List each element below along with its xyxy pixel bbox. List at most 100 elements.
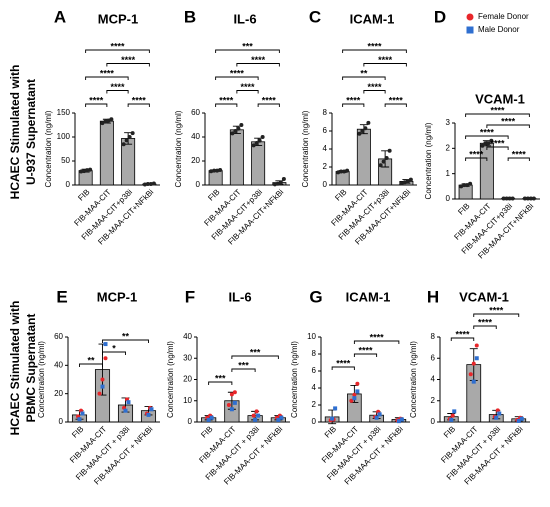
x-tick-label: FIB <box>76 188 91 203</box>
data-point <box>103 342 108 347</box>
significance-bracket <box>353 353 378 357</box>
significance-label: **** <box>469 149 484 159</box>
significance-bracket <box>507 157 530 161</box>
significance-label: ** <box>87 355 95 365</box>
data-point <box>374 415 379 420</box>
significance-label: **** <box>251 55 266 65</box>
y-tick-label: 0 <box>431 417 436 426</box>
y-tick-label: 0 <box>196 180 201 189</box>
significance-label: **** <box>358 345 373 355</box>
data-point <box>366 120 371 125</box>
data-point <box>489 138 494 143</box>
y-tick-label: 2 <box>323 162 328 171</box>
significance-label: *** <box>242 41 253 51</box>
significance-label: **** <box>219 95 234 105</box>
row-label-line: U-937 Supernatant <box>24 79 38 185</box>
data-point <box>504 196 509 201</box>
significance-bracket <box>473 325 497 329</box>
y-axis-label: Concentration (ng/ml) <box>166 341 175 418</box>
data-point <box>408 177 413 182</box>
data-point <box>471 361 476 366</box>
y-axis-label: Concentration (ng/ml) <box>44 110 53 187</box>
row-label-line: PBMC Supernatant <box>24 314 38 423</box>
panel-title: VCAM-1 <box>459 289 509 304</box>
data-point <box>209 169 214 174</box>
significance-bracket <box>85 103 108 107</box>
data-point <box>257 138 262 143</box>
data-point <box>387 148 392 153</box>
significance-bracket <box>353 340 400 344</box>
panel-letter: B <box>184 7 196 26</box>
significance-bracket <box>473 313 520 317</box>
y-axis-label: Concentration (ng/ml) <box>409 341 418 418</box>
data-point <box>209 415 214 420</box>
legend: Female Donor Male Donor <box>466 12 529 34</box>
significance-bracket <box>465 157 488 161</box>
data-point <box>278 180 283 185</box>
y-tick-label: 4 <box>431 375 436 384</box>
data-point <box>253 417 258 422</box>
y-tick-label: 60 <box>54 332 63 341</box>
data-point <box>342 169 347 174</box>
significance-bracket <box>486 146 509 150</box>
row-label-line: HCAEC Stimulated with <box>8 301 22 436</box>
significance-label: **** <box>110 41 125 51</box>
significance-bracket <box>342 49 407 53</box>
data-point <box>497 411 502 416</box>
y-tick-label: 20 <box>191 156 200 165</box>
y-tick-label: 0 <box>312 417 317 426</box>
data-point <box>232 390 237 395</box>
x-tick-label: FIB <box>206 188 221 203</box>
data-point <box>363 126 368 131</box>
significance-label: **** <box>389 95 404 105</box>
panel-letter: H <box>427 287 439 306</box>
data-point <box>396 419 401 424</box>
data-point <box>79 169 84 174</box>
y-tick-label: 1 <box>446 169 451 178</box>
data-point <box>352 392 357 397</box>
data-point <box>486 141 491 146</box>
data-point <box>468 372 473 377</box>
significance-label: **** <box>262 95 277 105</box>
data-point <box>525 196 530 201</box>
significance-label: **** <box>230 68 245 78</box>
data-point <box>226 403 231 407</box>
significance-label: * <box>112 343 116 353</box>
data-point <box>229 407 234 412</box>
data-point <box>405 179 410 184</box>
data-point <box>233 129 238 133</box>
y-tick-label: 0 <box>446 194 451 203</box>
data-point <box>377 412 382 417</box>
data-point <box>232 400 237 405</box>
data-point <box>522 196 527 201</box>
panel-title: IL-6 <box>228 289 251 304</box>
data-point <box>480 143 485 148</box>
y-tick-label: 150 <box>57 108 71 117</box>
data-point <box>142 182 147 187</box>
significance-bracket <box>450 337 475 341</box>
bar <box>229 129 244 186</box>
significance-bracket <box>102 351 126 355</box>
data-point <box>215 168 220 173</box>
significance-bracket <box>331 366 355 370</box>
significance-label: **** <box>455 329 470 339</box>
data-point <box>352 396 357 401</box>
y-axis-label: Concentration (ng/ml) <box>174 110 183 187</box>
y-axis-label: Concentration (ng/ml) <box>37 341 46 418</box>
significance-bracket <box>127 103 150 107</box>
data-point <box>236 126 241 131</box>
y-tick-label: 40 <box>183 332 192 341</box>
data-point <box>355 381 360 386</box>
data-point <box>230 131 235 136</box>
significance-bracket <box>85 49 150 53</box>
data-point <box>494 415 499 420</box>
y-tick-label: 4 <box>323 144 328 153</box>
data-point <box>462 183 467 188</box>
y-axis-label: Concentration (ng/ml) <box>301 110 310 187</box>
y-tick-label: 0 <box>323 180 328 189</box>
data-point <box>449 417 454 422</box>
significance-bracket <box>231 368 256 372</box>
